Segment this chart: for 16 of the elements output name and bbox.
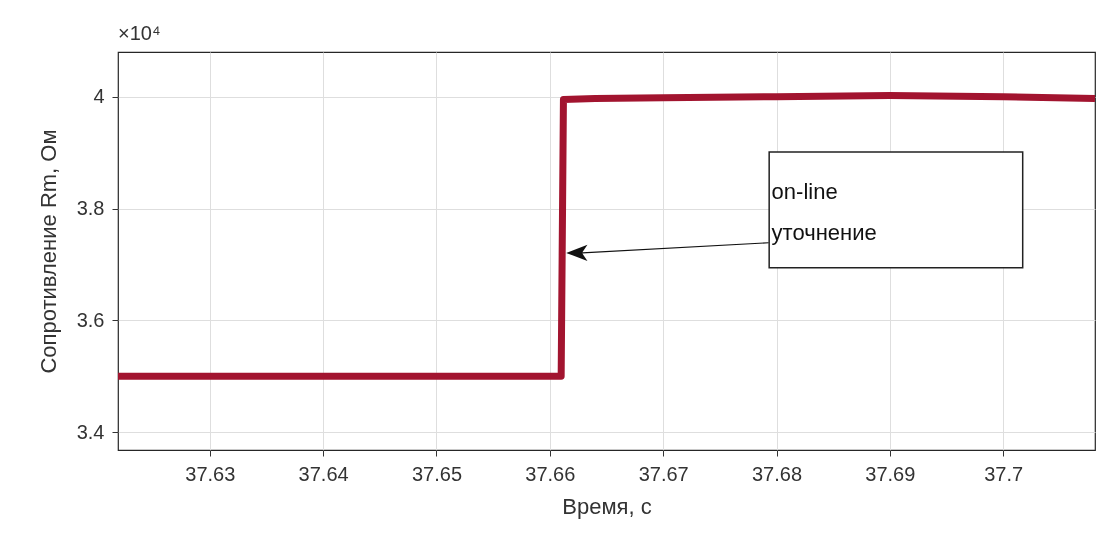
x-tick-label: 37.64 <box>298 462 349 485</box>
x-tick-label: 37.7 <box>984 462 1024 485</box>
y-tick-label: 4 <box>93 85 105 108</box>
x-tick-label: 37.69 <box>865 462 916 485</box>
y-tick-label: 3.8 <box>76 197 105 220</box>
y-tick-label: 3.6 <box>76 308 105 331</box>
x-tick-label: 37.66 <box>525 462 576 485</box>
x-tick-label: 37.68 <box>751 462 803 485</box>
x-axis-title: Время, с <box>562 493 652 519</box>
annotation: on-line уточнение <box>771 179 877 246</box>
x-tick-label: 37.67 <box>638 462 689 485</box>
x-tick-label: 37.65 <box>411 462 463 485</box>
y-axis-title: Сопротивление Rm, Ом <box>35 129 61 374</box>
x-tick-label: 37.63 <box>185 462 236 485</box>
text: ×10⁴ <box>118 22 161 44</box>
y-tick-label: 3.4 <box>76 420 105 443</box>
